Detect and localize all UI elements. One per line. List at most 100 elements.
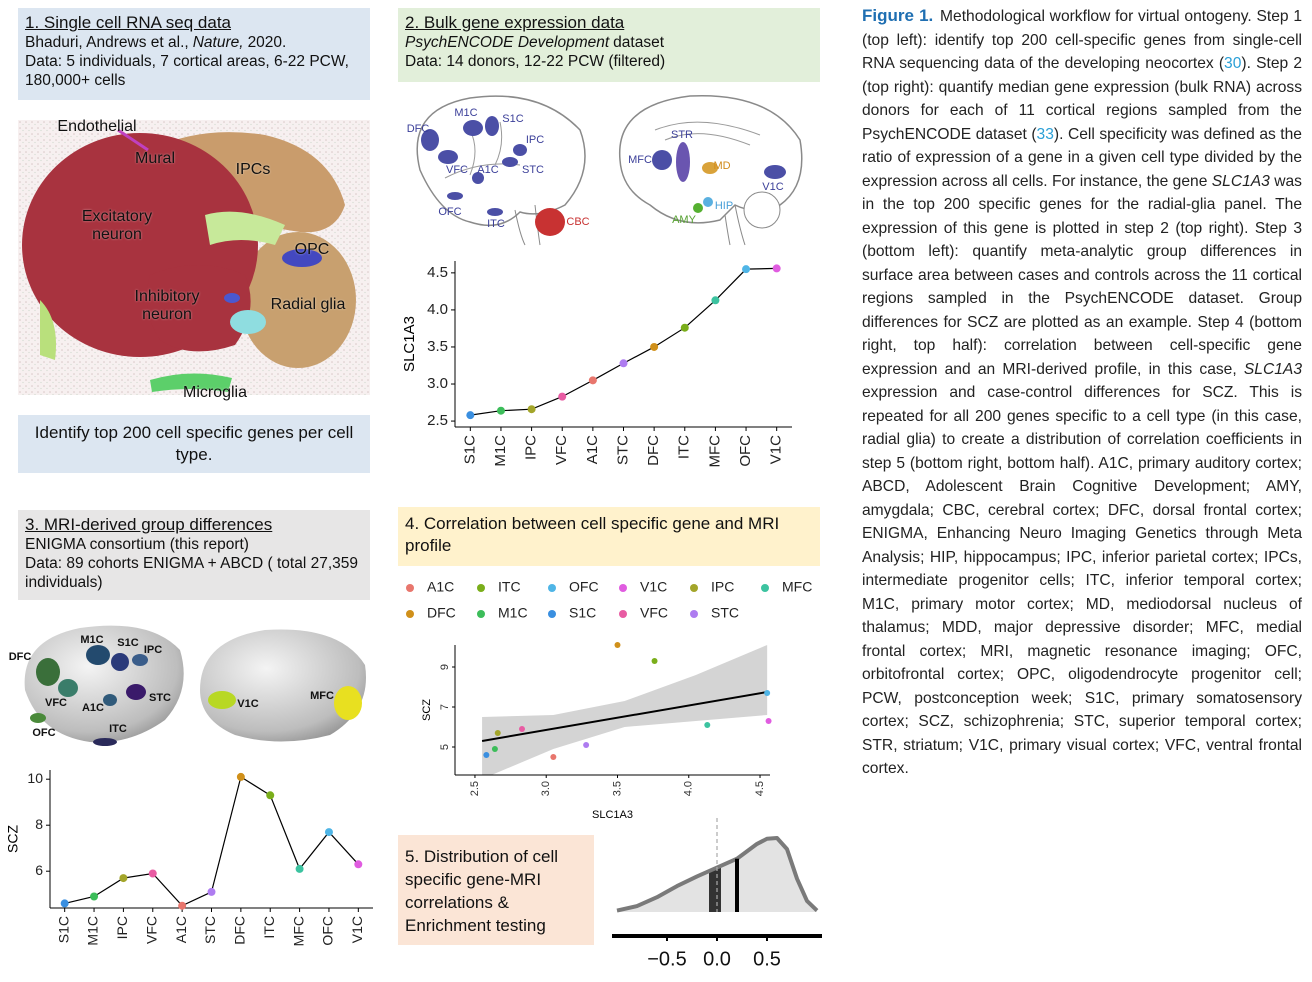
legend-marker [761, 584, 769, 592]
y-axis-label: SCZ [421, 699, 433, 721]
region-label: MFC [310, 690, 334, 702]
region-shape [652, 150, 672, 170]
cluster-cyan [230, 310, 266, 334]
x-tick-label: DFC [232, 916, 248, 945]
region-label: A1C [477, 164, 498, 176]
legend-marker [619, 610, 627, 618]
x-tick-label: OFC [737, 435, 754, 467]
x-tick-label: −0.5 [647, 948, 686, 970]
x-tick-label: MFC [290, 916, 306, 946]
point [681, 324, 689, 332]
legend-label: M1C [498, 605, 528, 621]
legend-label: DFC [427, 605, 456, 621]
point [266, 791, 274, 799]
legend-label: OFC [569, 579, 599, 595]
y-tick-label: 2.5 [427, 412, 448, 429]
citation-link[interactable]: 30 [1224, 55, 1241, 72]
point [208, 888, 216, 896]
legend-label: V1C [640, 579, 667, 595]
x-tick-label: V1C [349, 916, 365, 943]
region-shape [703, 197, 713, 207]
region-label: VFC [45, 697, 67, 709]
point [90, 893, 98, 901]
legend-marker [619, 584, 627, 592]
dataset: PsychENCODE Developmentdataset [405, 33, 813, 52]
y-tick-label: 9 [439, 664, 451, 670]
region-shape [36, 658, 60, 686]
citation-link[interactable]: 33 [1037, 126, 1054, 143]
point [620, 359, 628, 367]
point [325, 828, 333, 836]
region-label: OFC [32, 727, 55, 739]
legend-label: IPC [711, 579, 734, 595]
region-label: V1C [237, 698, 258, 710]
point [773, 264, 781, 272]
y-tick-label: 10 [27, 770, 43, 786]
y-tick-label: 3.0 [427, 375, 448, 392]
region-shape [485, 116, 499, 136]
x-tick-label: ITC [676, 435, 693, 459]
legend-marker [548, 610, 556, 618]
region-label: V1C [762, 181, 783, 193]
region-shape [693, 203, 703, 213]
summary-text: Identify top 200 cell specific genes per… [25, 422, 363, 466]
legend-label: MFC [782, 579, 812, 595]
x-tick-label: A1C [584, 435, 601, 464]
x-tick-label: 4.5 [754, 781, 766, 796]
y-tick-label: 3.5 [427, 338, 448, 355]
legend-marker [477, 610, 485, 618]
legend-marker [406, 584, 414, 592]
x-tick-label: DFC [645, 435, 662, 466]
region-label: M1C [454, 107, 477, 119]
region-label: S1C [117, 637, 138, 649]
x-tick-label: S1C [461, 435, 478, 464]
y-axis-label: SCZ [5, 825, 21, 853]
x-tick-label: 0.5 [753, 948, 781, 970]
caption-text: was in the top 200 specific genes for th… [862, 173, 1302, 378]
point [764, 690, 770, 696]
point [178, 902, 186, 910]
region-label: A1C [82, 702, 104, 714]
source: ENIGMA consortium (this report) [25, 535, 363, 554]
legend-marker [690, 584, 698, 592]
legend-label: A1C [427, 579, 454, 595]
region-label: VFC [446, 164, 468, 176]
x-tick-label: VFC [143, 916, 159, 944]
shaded-interval [709, 838, 721, 912]
region-shape [438, 150, 458, 164]
step5-box: 5. Distribution of cell specific gene-MR… [398, 835, 594, 945]
region-label: MD [713, 160, 730, 172]
cluster-label: Radial glia [268, 296, 348, 314]
caption-text: Figure 1. [862, 6, 933, 25]
data-note: Data: 14 donors, 12-22 PCW (filtered) [405, 52, 813, 71]
region-shape [86, 645, 110, 665]
surface-medial [200, 629, 366, 741]
citation: Bhaduri, Andrews et al.,Nature,2020. [25, 33, 363, 52]
authors: Bhaduri, Andrews et al., [25, 34, 189, 51]
x-tick-label: STC [614, 435, 631, 465]
y-tick-label: 8 [35, 816, 43, 832]
point [497, 407, 505, 415]
figure-page: DFCM1CS1CIPCVFCA1CSTCOFCITCCBCSTRMFCMDAM… [0, 0, 1312, 982]
point [483, 752, 489, 758]
legend-label: S1C [569, 605, 596, 621]
point [519, 726, 525, 732]
x-tick-label: IPC [523, 435, 540, 460]
step1-header: 1. Single cell RNA seq data Bhaduri, And… [18, 8, 370, 100]
step3-header: 3. MRI-derived group differences ENIGMA … [18, 510, 370, 600]
point [704, 722, 710, 728]
cluster-label: OPC [282, 241, 342, 259]
panel-title: 5. Distribution of cell specific gene-MR… [405, 845, 587, 937]
point [296, 865, 304, 873]
data-note: Data: 89 cohorts ENIGMA + ABCD ( total 2… [25, 554, 363, 592]
dataset-suffix: dataset [613, 34, 664, 51]
point [589, 376, 597, 384]
region-label: DFC [407, 123, 430, 135]
legend-marker [690, 610, 698, 618]
point [650, 343, 658, 351]
point [550, 754, 556, 760]
caption-text: expression and case-control differences … [862, 384, 1302, 777]
region-label: CBC [566, 216, 589, 228]
x-tick-label: M1C [492, 435, 509, 467]
region-shape [30, 713, 46, 723]
